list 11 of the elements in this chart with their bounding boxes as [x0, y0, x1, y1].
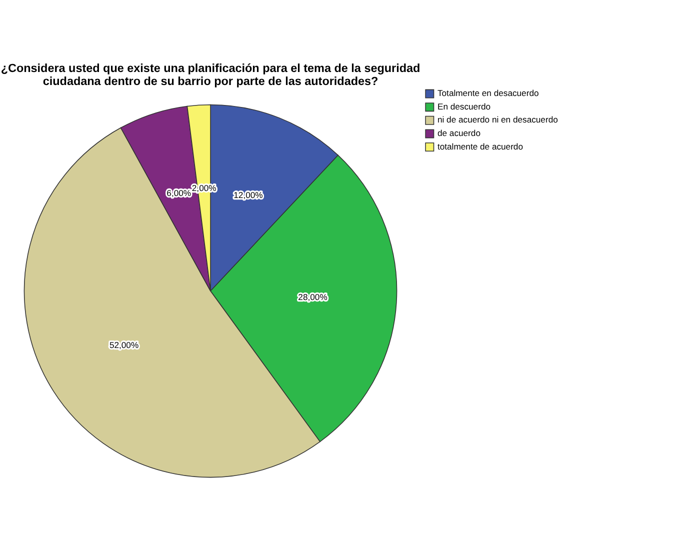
data-label: 52,00% [109, 340, 139, 350]
chart-title: ¿Considera usted que existe una planificación para el tema de la seguridad ciudadana dentro de su barrio por parte de las autoridades? [0, 62, 420, 88]
data-label: 2,00% [192, 183, 217, 194]
data-label: 12,00% [234, 190, 264, 200]
legend-label: Totalmente en desacuerdo [437, 88, 539, 98]
legend-label: de acuerdo [437, 128, 481, 138]
legend-label: ni de acuerdo ni en desacuerdo [437, 114, 558, 125]
data-label: 6,00% [166, 188, 192, 198]
data-label: 28,00% [298, 292, 328, 302]
legend-label: totalmente de acuerdo [437, 141, 524, 152]
legend-label: En descuerdo [437, 101, 491, 112]
